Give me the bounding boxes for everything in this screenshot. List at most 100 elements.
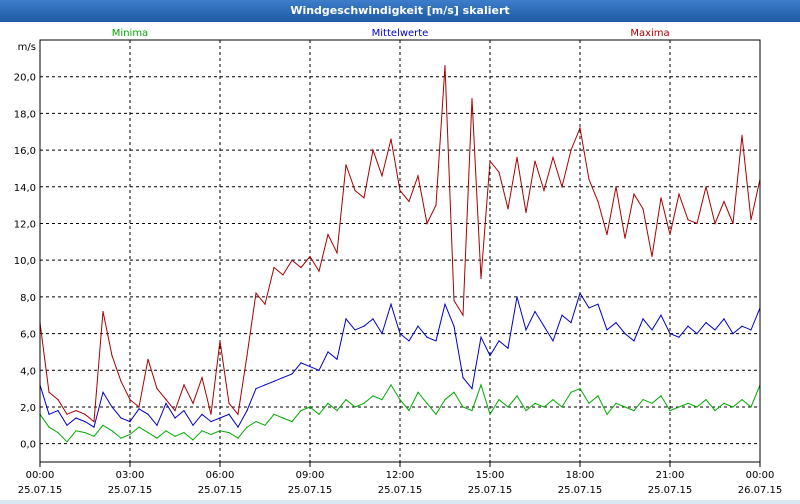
x-tick-date: 25.07.15 xyxy=(108,485,153,496)
data-point-maxima xyxy=(534,160,536,162)
data-point-minima xyxy=(534,402,536,404)
data-point-minima xyxy=(642,399,644,401)
data-point-mittelwerte xyxy=(291,373,293,375)
data-point-mittelwerte xyxy=(111,406,113,408)
legend-maxima: Maxima xyxy=(630,28,669,39)
data-point-mittelwerte xyxy=(318,369,320,371)
plot-frame xyxy=(39,39,761,463)
wind-speed-chart: 0,0 2,0 4,0 6,0 8,0 10,0 12,0 14,0 16,0 18,0 20,0 0… xyxy=(14,28,783,496)
data-point-minima xyxy=(48,426,50,428)
data-point-maxima xyxy=(381,175,383,177)
x-tick-label: 12:00 xyxy=(386,470,415,481)
data-point-minima xyxy=(399,399,401,401)
data-point-mittelwerte xyxy=(669,333,671,335)
data-point-minima xyxy=(228,432,230,434)
y-tick-label: 8,0 xyxy=(20,293,36,304)
data-point-maxima xyxy=(480,277,482,280)
data-point-mittelwerte xyxy=(444,303,446,305)
data-point-minima xyxy=(462,406,464,408)
legend-minima: Minima xyxy=(112,28,148,39)
data-point-minima xyxy=(516,395,518,397)
data-point-mittelwerte xyxy=(156,424,158,426)
data-point-minima xyxy=(183,432,185,434)
data-point-minima xyxy=(471,410,473,412)
data-point-minima xyxy=(606,413,608,415)
data-point-mittelwerte xyxy=(309,366,311,368)
data-point-maxima xyxy=(264,303,266,305)
data-point-mittelwerte xyxy=(615,322,617,324)
window-title: Windgeschwindigkeit [m/s] skaliert xyxy=(0,0,800,22)
data-point-minima xyxy=(570,391,572,393)
data-point-maxima xyxy=(471,98,473,100)
data-point-mittelwerte xyxy=(642,318,644,320)
x-tick-label: 21:00 xyxy=(656,470,685,481)
y-tick-label: 12,0 xyxy=(14,219,36,230)
data-point-maxima xyxy=(687,219,689,221)
data-point-mittelwerte xyxy=(300,362,302,364)
data-point-minima xyxy=(615,402,617,404)
data-point-minima xyxy=(219,430,221,432)
data-point-minima xyxy=(156,437,158,439)
y-tick-label: 6,0 xyxy=(20,330,36,341)
data-point-mittelwerte xyxy=(138,408,140,410)
series-layer xyxy=(39,65,761,443)
data-point-maxima xyxy=(255,292,257,294)
data-point-minima xyxy=(561,406,563,408)
data-point-minima xyxy=(336,410,338,412)
data-point-minima xyxy=(543,406,545,408)
data-point-mittelwerte xyxy=(246,410,248,412)
data-point-maxima xyxy=(615,186,617,188)
data-point-minima xyxy=(75,430,77,432)
data-point-maxima xyxy=(597,200,599,203)
x-tick-label: 15:00 xyxy=(476,470,505,481)
data-point-maxima xyxy=(579,127,581,129)
data-point-mittelwerte xyxy=(525,329,527,331)
data-point-minima xyxy=(687,402,689,404)
data-point-minima xyxy=(552,399,554,401)
data-point-minima xyxy=(237,437,239,439)
data-point-maxima xyxy=(606,233,608,236)
data-point-maxima xyxy=(696,222,698,225)
data-point-mittelwerte xyxy=(219,417,221,419)
data-point-maxima xyxy=(705,186,707,188)
data-point-minima xyxy=(444,399,446,401)
data-point-mittelwerte xyxy=(237,426,239,428)
data-point-maxima xyxy=(201,377,203,379)
data-point-minima xyxy=(714,410,716,412)
data-point-minima xyxy=(264,424,266,426)
data-point-minima xyxy=(750,406,752,408)
y-tick-label: 16,0 xyxy=(14,146,36,157)
data-point-minima xyxy=(246,426,248,428)
data-point-minima xyxy=(453,391,455,393)
data-point-maxima xyxy=(516,156,518,158)
x-tick-date: 25.07.15 xyxy=(468,485,513,496)
data-point-minima xyxy=(723,402,725,404)
data-point-maxima xyxy=(543,189,545,192)
data-point-maxima xyxy=(723,200,725,203)
data-point-mittelwerte xyxy=(372,318,374,320)
data-point-mittelwerte xyxy=(651,329,653,331)
x-tick-label: 00:00 xyxy=(746,470,775,481)
data-point-mittelwerte xyxy=(354,329,356,331)
data-point-minima xyxy=(291,421,293,423)
data-point-mittelwerte xyxy=(750,329,752,331)
data-point-maxima xyxy=(75,410,77,412)
data-point-mittelwerte xyxy=(462,377,464,379)
data-point-maxima xyxy=(678,193,680,195)
data-point-mittelwerte xyxy=(165,402,167,404)
data-point-minima xyxy=(408,410,410,412)
data-point-mittelwerte xyxy=(147,413,149,415)
y-tick-label: 2,0 xyxy=(20,403,36,414)
data-point-mittelwerte xyxy=(534,310,536,313)
data-point-mittelwerte xyxy=(741,325,743,327)
data-point-mittelwerte xyxy=(687,325,689,327)
data-point-mittelwerte xyxy=(255,388,257,390)
data-point-mittelwerte xyxy=(363,325,365,327)
data-point-mittelwerte xyxy=(381,333,383,335)
data-point-minima xyxy=(579,388,581,390)
y-tick-label: 10,0 xyxy=(14,256,36,267)
data-point-maxima xyxy=(372,149,374,151)
data-point-mittelwerte xyxy=(228,413,230,415)
x-tick-label: 00:00 xyxy=(26,470,55,481)
